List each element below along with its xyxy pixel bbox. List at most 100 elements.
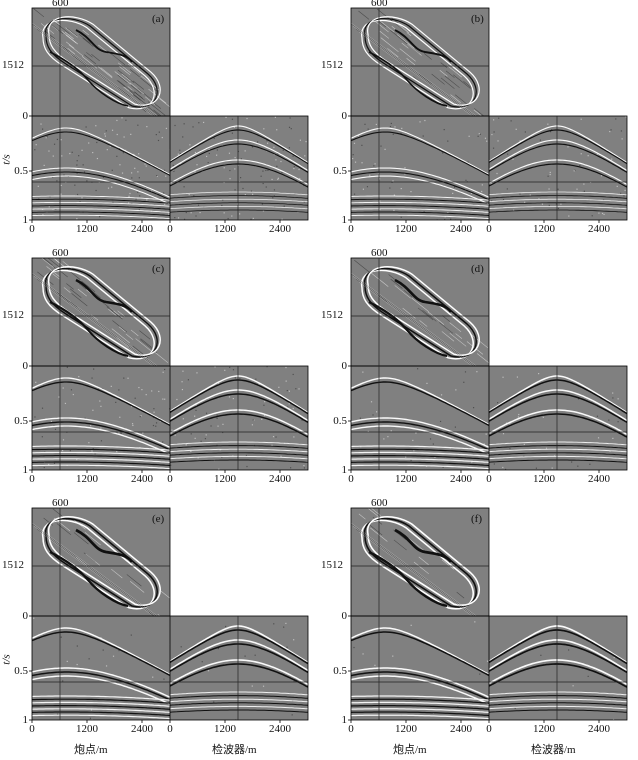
- reflection-event: [170, 159, 308, 185]
- reflection-event: [489, 206, 627, 210]
- t-tick-label: 0.5: [333, 415, 347, 427]
- reflection-event: [32, 131, 170, 176]
- reflection-event: [32, 627, 170, 676]
- reflection-event: [351, 131, 489, 176]
- reflection-event: [170, 698, 308, 703]
- t-tick-label: 1: [341, 214, 348, 226]
- receiver-tick-label: 0: [486, 223, 492, 235]
- reflection-event: [489, 698, 627, 703]
- t-tick-label: 0: [341, 110, 348, 122]
- reflector-loop: [48, 516, 161, 606]
- shot-gather: [351, 368, 489, 470]
- receiver-tick-label: 0: [167, 473, 173, 485]
- t-tick-label: 1: [22, 464, 29, 476]
- reflection-event: [351, 195, 489, 201]
- receiver-tick-label: 1200: [214, 723, 236, 735]
- reflection-event: [351, 704, 489, 710]
- reflection-event: [170, 206, 308, 210]
- t-tick-label: 0.5: [14, 165, 28, 177]
- reflection-event: [32, 171, 170, 201]
- reflection-event: [32, 461, 170, 467]
- image-slice: [351, 508, 480, 616]
- reflection-event: [170, 702, 308, 706]
- reflection-event: [489, 379, 627, 415]
- marker-left-label: 1512: [2, 59, 24, 71]
- seismic-figure: [348, 507, 628, 723]
- receiver-gather: [170, 622, 308, 720]
- shot-gather: [32, 117, 170, 220]
- receiver-tick-label: 1200: [533, 223, 555, 235]
- reflection-event: [170, 389, 308, 422]
- panel-label: (c): [152, 263, 165, 275]
- reflection-event: [32, 451, 170, 457]
- panel-c: (c) 600 1512 0 0.5 1 0 1200 2400 0 1200 2400: [2, 248, 309, 500]
- marker-left-label: 1512: [2, 309, 24, 321]
- reflection-event: [489, 143, 627, 173]
- t-tick-label: 1: [22, 714, 29, 726]
- panel-b: (b) 600 1512 0 0.5 1 0 1200 2400 0 1200 2400: [321, 0, 628, 250]
- y-axis-title: t/s: [0, 154, 13, 165]
- reflection-event: [170, 659, 308, 686]
- reflection-event: [351, 211, 489, 216]
- reflection-event: [170, 163, 308, 188]
- reflection-event: [170, 705, 308, 710]
- reflection-event: [32, 458, 170, 463]
- panel-e: (e) 600 1512 t/s 0 0.5 1 0 1200 2400 0 1200 2400: [1, 498, 309, 750]
- shot-tick-label: 2400: [131, 723, 153, 735]
- marker-top-label: 600: [371, 497, 388, 509]
- reflection-event: [489, 448, 627, 453]
- receiver-gather: [489, 625, 627, 720]
- reflection-event: [351, 417, 489, 448]
- reflection-event: [489, 709, 627, 713]
- reflection-event: [351, 171, 489, 201]
- reflection-event: [32, 195, 170, 201]
- panel-f: (f) 600 1512 0 0.5 1 0 1200 2400 0 1200 2400: [321, 498, 628, 750]
- image-slice: [32, 8, 170, 116]
- image-slice: [32, 508, 170, 616]
- reflection-event: [32, 417, 170, 448]
- image-slice-background: [32, 508, 170, 616]
- seismic-figure: [348, 7, 628, 223]
- reflection-event: [489, 695, 627, 699]
- reflection-event: [351, 198, 489, 204]
- marker-top-label: 600: [371, 247, 388, 259]
- reflection-event: [32, 667, 170, 698]
- reflection-event: [170, 125, 308, 164]
- reflection-event: [489, 389, 627, 422]
- receiver-tick-label: 2400: [588, 723, 610, 735]
- shot-tick-label: 1200: [395, 723, 417, 735]
- reflector-loop: [361, 19, 474, 110]
- marker-left-label: 1512: [321, 559, 343, 571]
- reflection-event: [351, 464, 489, 470]
- reflection-event: [351, 631, 489, 677]
- reflection-event: [170, 202, 308, 206]
- t-tick-label: 0.5: [333, 665, 347, 677]
- reflection-event: [351, 455, 489, 460]
- reflection-event: [32, 377, 170, 425]
- xlabel-shot-left: 炮点/m: [74, 744, 108, 756]
- reflection-event: [32, 714, 170, 720]
- reflection-event: [170, 191, 308, 196]
- panel-a: (a) 600 1512 t/s 0 0.5 1 0 1200 2400 0 1200 2400: [0, 0, 309, 250]
- reflection-event: [32, 445, 170, 451]
- t-tick-label: 0: [341, 360, 348, 372]
- receiver-tick-label: 1200: [214, 223, 236, 235]
- seismic-figure: [29, 257, 309, 473]
- receiver-tick-label: 0: [167, 223, 173, 235]
- t-tick-label: 0: [22, 610, 29, 622]
- reflection-event: [351, 698, 489, 704]
- receiver-tick-label: 2400: [269, 223, 291, 235]
- t-tick-label: 1: [341, 464, 348, 476]
- reflection-event: [351, 425, 489, 455]
- xlabel-receiver-left: 检波器/m: [212, 744, 257, 756]
- reflector-loop: [367, 516, 480, 607]
- reflection-event: [489, 702, 627, 706]
- reflector-loop: [367, 266, 480, 356]
- reflection-event: [351, 711, 489, 717]
- reflection-event: [170, 639, 308, 672]
- reflector-loop: [42, 269, 155, 360]
- receiver-tick-label: 2400: [269, 723, 291, 735]
- marker-top-label: 600: [371, 0, 388, 9]
- reflection-event: [351, 377, 489, 426]
- reflection-event: [170, 129, 308, 165]
